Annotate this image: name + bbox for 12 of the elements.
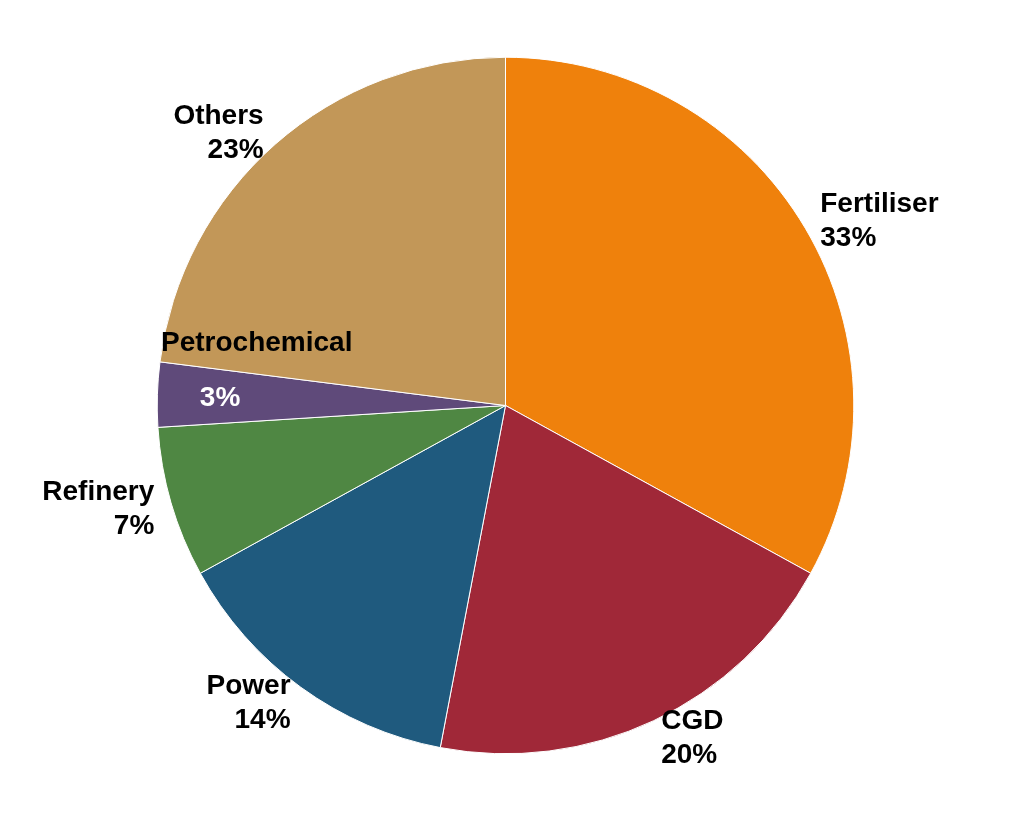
slice-label: Power [206, 668, 291, 700]
slice-label: Others [173, 98, 264, 130]
data-label: 14% [234, 702, 291, 734]
slice-label: CGD [661, 703, 724, 735]
data-label: 33% [820, 220, 877, 252]
slice-label: Petrochemical [161, 325, 353, 357]
slice-label: Refinery [42, 474, 155, 506]
data-label: 23% [207, 132, 264, 164]
data-label: 7% [113, 509, 155, 541]
data-label: 20% [661, 737, 718, 769]
slice-label: Fertiliser [820, 186, 939, 218]
data-label: 3% [199, 381, 241, 413]
